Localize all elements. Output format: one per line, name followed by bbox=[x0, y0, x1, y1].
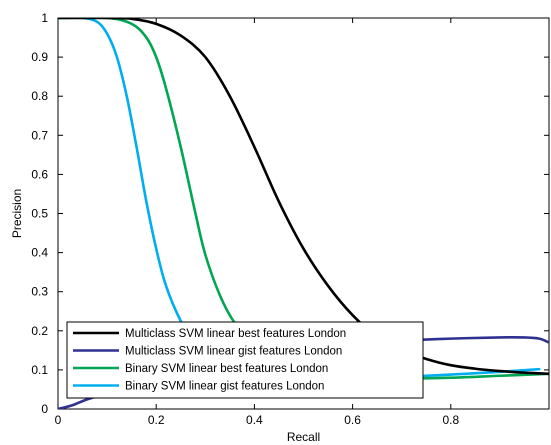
x-tick-label: 0.8 bbox=[442, 413, 459, 427]
x-tick-label: 0.4 bbox=[246, 413, 263, 427]
y-axis-label: Precision bbox=[10, 189, 24, 238]
x-tick-label: 0 bbox=[55, 413, 62, 427]
x-tick-label: 0.2 bbox=[148, 413, 165, 427]
y-tick-label: 0.2 bbox=[31, 324, 48, 338]
y-tick-label: 0.6 bbox=[31, 167, 48, 181]
y-tick-label: 0.3 bbox=[31, 285, 48, 299]
legend-entry: Multiclass SVM linear best features Lond… bbox=[125, 328, 346, 340]
y-tick-label: 0.7 bbox=[31, 128, 48, 142]
y-tick-label: 0.1 bbox=[31, 363, 48, 377]
x-axis-label: Recall bbox=[287, 430, 320, 444]
legend-entry: Binary SVM linear best features London bbox=[125, 363, 328, 375]
y-tick-label: 0.8 bbox=[31, 89, 48, 103]
y-tick-label: 0.5 bbox=[31, 207, 48, 221]
legend-box bbox=[66, 321, 424, 399]
x-tick-label: 0.6 bbox=[344, 413, 361, 427]
y-tick-label: 1 bbox=[41, 11, 48, 25]
legend-entry: Multiclass SVM linear gist features Lond… bbox=[125, 346, 342, 358]
series-line-multiclass-svm-linear-best-features-london bbox=[58, 18, 549, 376]
legend-entry: Binary SVM linear gist features London bbox=[125, 381, 324, 393]
y-tick-label: 0.9 bbox=[31, 50, 48, 64]
y-tick-label: 0 bbox=[41, 402, 48, 416]
y-tick-label: 0.4 bbox=[31, 246, 48, 260]
